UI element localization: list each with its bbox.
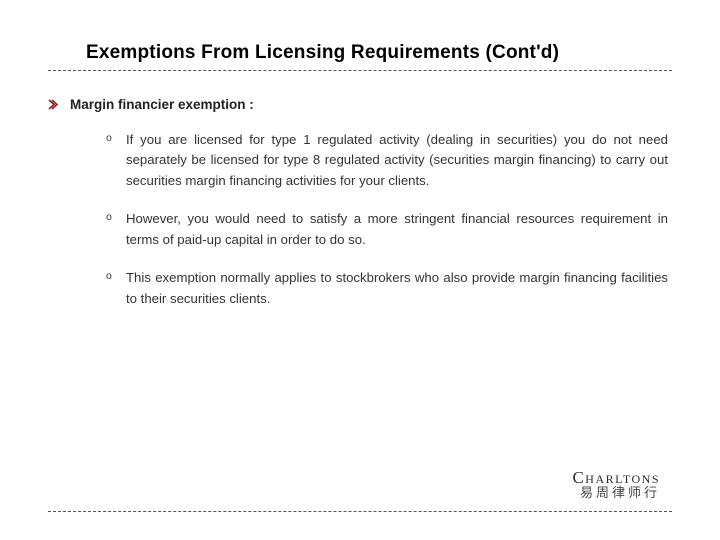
sub-bullet-list: o If you are licensed for type 1 regulat… [106, 130, 668, 309]
sub-bullet-text: However, you would need to satisfy a mor… [126, 209, 668, 250]
logo-english: Charltons [572, 469, 660, 487]
sub-bullet: o However, you would need to satisfy a m… [106, 209, 668, 250]
sub-bullet-marker: o [106, 268, 126, 282]
title-divider [48, 70, 672, 71]
sub-bullet-marker: o [106, 130, 126, 144]
main-bullet: Margin financier exemption : [48, 97, 672, 112]
page-title: Exemptions From Licensing Requirements (… [48, 42, 672, 64]
sub-bullet: o This exemption normally applies to sto… [106, 268, 668, 309]
main-bullet-label: Margin financier exemption : [70, 97, 254, 112]
sub-bullet-text: This exemption normally applies to stock… [126, 268, 668, 309]
footer-divider [48, 511, 672, 512]
sub-bullet-text: If you are licensed for type 1 regulated… [126, 130, 668, 191]
logo-chinese: 易周律师行 [572, 486, 660, 500]
sub-bullet: o If you are licensed for type 1 regulat… [106, 130, 668, 191]
charltons-logo: Charltons 易周律师行 [572, 469, 660, 500]
sub-bullet-marker: o [106, 209, 126, 223]
bullet-arrow-icon [48, 99, 62, 110]
